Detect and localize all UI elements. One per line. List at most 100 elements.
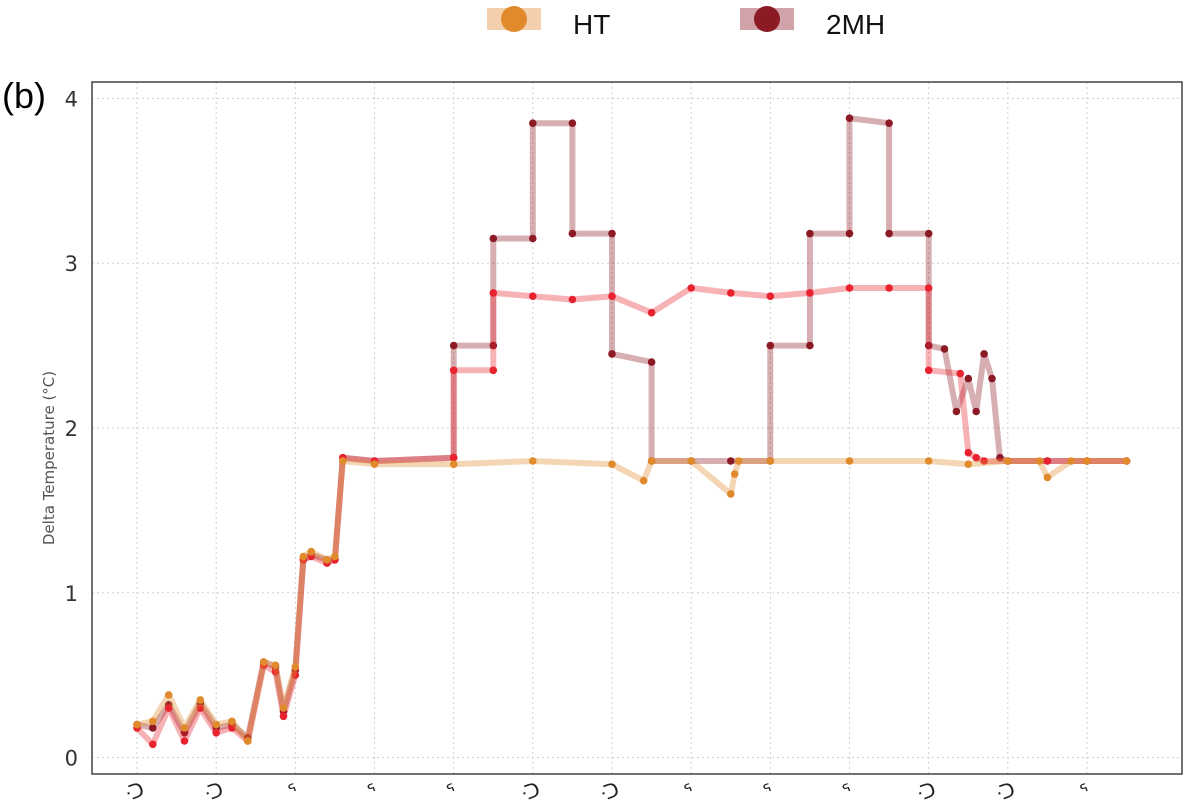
data-point-2mh — [568, 119, 577, 127]
data-point-ht — [133, 720, 141, 729]
data-point-ht — [244, 737, 252, 745]
grid — [92, 82, 1182, 774]
data-point-ht — [449, 460, 458, 469]
x-tick-label: ᕐ — [285, 779, 301, 800]
x-tick-label: ᑝ — [518, 777, 544, 800]
data-point-ht — [766, 457, 775, 465]
data-point-ht — [730, 470, 739, 478]
data-point-ht — [734, 457, 743, 465]
data-point-2mh — [529, 119, 537, 127]
data-point-ht — [271, 661, 280, 670]
data-point-ht — [149, 717, 157, 726]
data-point-ht — [228, 717, 236, 726]
series-layer — [133, 114, 1131, 749]
data-point-red — [924, 284, 933, 292]
data-point-2mh — [980, 350, 988, 358]
y-axis: 0 1 2 3 4 — [65, 87, 78, 770]
data-point-ht — [964, 460, 973, 469]
data-point-ht — [647, 457, 656, 465]
series-line-ht — [136, 458, 1127, 744]
data-point-ht — [323, 556, 331, 564]
x-tick-label: ᑝ — [201, 777, 227, 800]
data-point-red — [149, 740, 157, 749]
data-point-ht — [299, 552, 308, 561]
data-point-red — [980, 457, 988, 465]
data-point-red — [687, 284, 695, 292]
data-point-ht — [687, 457, 695, 465]
data-point-2mh — [489, 234, 498, 243]
data-point-ht — [1083, 457, 1091, 465]
data-point-2mh — [845, 229, 854, 238]
data-point-2mh — [988, 374, 996, 383]
data-point-red — [196, 704, 205, 712]
data-point-red — [489, 366, 498, 375]
data-point-ht — [212, 720, 220, 729]
data-point-2mh — [845, 114, 854, 122]
data-point-red — [271, 668, 280, 676]
data-point-ht — [331, 552, 339, 561]
data-point-red — [885, 284, 893, 292]
data-point-red — [956, 369, 965, 378]
data-point-2mh — [149, 724, 157, 732]
data-point-2mh — [885, 119, 893, 127]
data-point-red — [806, 289, 814, 297]
y-axis-title: Delta Temperature (°C) — [40, 371, 58, 545]
x-tick-label: ᕐ — [364, 779, 380, 800]
legend: HT 2MH — [487, 6, 885, 40]
data-point-2mh — [806, 229, 814, 238]
data-point-ht — [180, 724, 189, 732]
panel-label: (b) — [2, 75, 46, 116]
data-point-ht — [845, 457, 854, 465]
x-tick-label: ᕐ — [443, 779, 459, 800]
data-point-2mh — [529, 234, 537, 243]
data-point-red — [228, 724, 236, 732]
data-point-ht — [1004, 457, 1012, 465]
data-point-ht — [291, 663, 300, 671]
data-point-red — [568, 295, 577, 304]
x-tick-label: ᕐ — [760, 779, 776, 800]
x-tick-label: ᑝ — [122, 777, 148, 800]
data-point-red — [449, 366, 458, 375]
data-point-2mh — [449, 341, 458, 350]
data-point-red — [766, 292, 775, 301]
y-tick-label: 4 — [65, 87, 78, 111]
data-point-ht — [370, 460, 379, 469]
data-point-red — [608, 292, 616, 301]
data-point-ht — [1043, 473, 1052, 482]
y-tick-label: 2 — [65, 417, 78, 441]
x-tick-label: ᕐ — [839, 779, 855, 800]
data-point-2mh — [924, 229, 933, 238]
data-point-red — [845, 284, 854, 292]
data-point-ht — [196, 696, 205, 704]
data-point-2mh — [568, 229, 577, 238]
data-point-2mh — [608, 229, 616, 238]
data-point-2mh — [996, 453, 1004, 462]
legend-label-2mh: 2MH — [826, 9, 885, 40]
data-point-2mh — [924, 341, 933, 350]
y-tick-label: 0 — [65, 747, 78, 771]
data-point-red — [972, 453, 980, 462]
data-point-ht — [339, 457, 347, 465]
data-point-ht — [608, 460, 616, 469]
legend-marker-ht — [501, 6, 527, 32]
data-point-ht — [924, 457, 933, 465]
x-tick-label: ᑝ — [597, 777, 623, 800]
data-point-2mh — [766, 341, 775, 350]
data-point-2mh — [647, 358, 656, 366]
data-point-2mh — [964, 374, 973, 383]
data-point-2mh — [608, 350, 616, 358]
data-point-ht — [164, 691, 173, 699]
plot-frame — [91, 81, 1183, 775]
data-point-ht — [259, 658, 268, 666]
x-tick-label: ᕐ — [681, 779, 697, 800]
data-point-red — [964, 448, 973, 457]
series-ht — [133, 457, 1131, 745]
data-point-2mh — [489, 341, 498, 350]
data-point-ht — [1035, 457, 1044, 465]
data-point-ht — [727, 490, 735, 498]
y-tick-label: 3 — [65, 252, 78, 276]
data-point-red — [449, 453, 458, 462]
data-point-red — [279, 712, 288, 721]
data-point-red — [291, 671, 300, 679]
